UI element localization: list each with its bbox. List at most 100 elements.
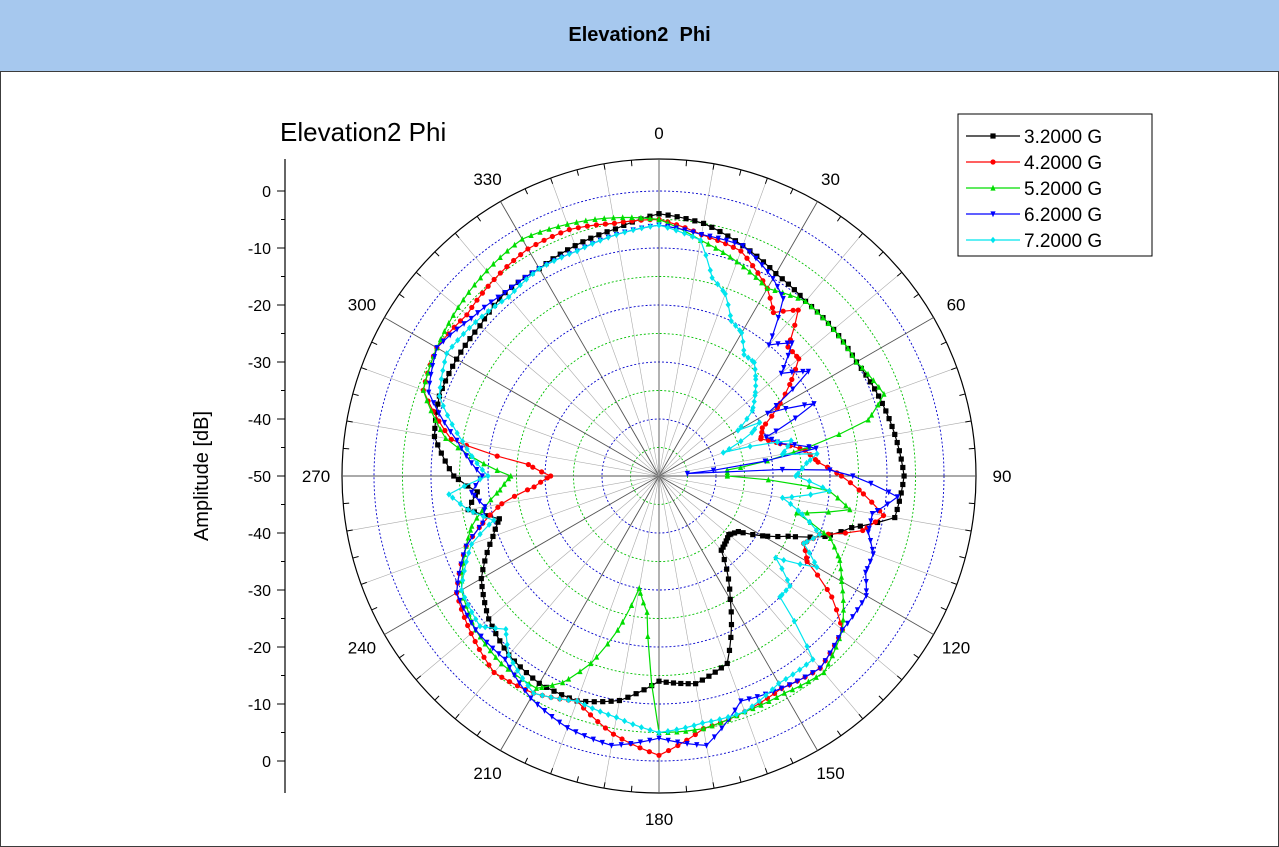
data-point xyxy=(548,473,554,479)
data-point xyxy=(557,251,563,257)
grid-spoke xyxy=(455,475,660,720)
data-point xyxy=(469,453,475,460)
data-point xyxy=(482,600,488,606)
amplitude-tick-label: -40 xyxy=(248,412,271,429)
data-point xyxy=(990,184,996,191)
data-point xyxy=(506,651,512,659)
angle-tick-label: 120 xyxy=(942,639,970,658)
data-point xyxy=(732,240,738,247)
data-point xyxy=(450,494,456,501)
data-point xyxy=(420,387,426,393)
data-point xyxy=(613,714,620,721)
angle-tick-label: 60 xyxy=(947,296,966,315)
data-point xyxy=(840,616,846,623)
data-point xyxy=(495,519,501,525)
data-point xyxy=(495,294,501,301)
boundary-tick xyxy=(454,232,460,239)
data-point xyxy=(468,620,474,626)
data-point xyxy=(792,534,799,540)
data-point xyxy=(593,222,599,228)
data-point xyxy=(502,290,508,296)
data-point xyxy=(777,400,783,406)
data-point xyxy=(728,609,734,615)
data-point xyxy=(708,718,714,725)
data-point xyxy=(461,483,467,490)
data-point xyxy=(843,502,849,509)
data-point xyxy=(589,705,595,712)
data-point xyxy=(496,651,502,658)
data-point xyxy=(829,594,835,600)
data-point xyxy=(880,512,887,519)
grid-spoke xyxy=(384,475,660,635)
data-point xyxy=(734,258,740,265)
data-point xyxy=(549,233,555,240)
data-point xyxy=(481,654,487,660)
data-point xyxy=(706,673,712,679)
boundary-tick xyxy=(878,695,884,701)
data-point xyxy=(523,276,530,283)
data-point xyxy=(728,634,734,641)
data-point xyxy=(769,686,776,693)
data-point xyxy=(497,270,503,276)
data-point xyxy=(853,358,860,365)
data-point xyxy=(637,589,644,596)
data-point xyxy=(525,461,531,468)
data-point xyxy=(565,696,572,704)
data-point xyxy=(824,586,830,593)
data-point xyxy=(493,630,499,637)
data-point xyxy=(717,719,724,726)
data-point xyxy=(531,484,537,490)
data-point xyxy=(749,357,755,365)
data-point xyxy=(769,436,775,443)
data-point xyxy=(478,633,484,640)
data-point xyxy=(838,529,844,535)
data-point xyxy=(805,368,812,375)
data-point xyxy=(479,290,486,296)
data-point xyxy=(741,347,747,354)
legend: 3.2000 G 4.2000 G 5.2000 G 6.2000 G 7.2000 G xyxy=(957,113,1153,257)
data-point xyxy=(827,535,833,541)
data-point xyxy=(539,692,545,699)
data-point xyxy=(475,310,481,316)
data-point xyxy=(501,645,507,651)
data-point xyxy=(460,296,466,303)
boundary-tick xyxy=(836,730,842,736)
data-point xyxy=(831,326,837,333)
data-point xyxy=(482,640,488,647)
grid-spoke xyxy=(361,475,660,585)
data-point xyxy=(665,212,671,218)
data-point xyxy=(735,528,741,535)
data-point xyxy=(898,456,904,462)
data-point xyxy=(675,742,681,749)
data-point xyxy=(472,329,478,335)
data-point xyxy=(506,664,513,671)
data-point xyxy=(499,674,505,680)
data-point xyxy=(779,494,786,501)
data-point xyxy=(811,401,817,407)
data-point xyxy=(581,733,588,739)
data-point xyxy=(740,263,747,270)
data-point xyxy=(458,586,465,594)
data-point xyxy=(752,366,758,373)
data-point xyxy=(863,569,869,576)
polar-grid xyxy=(341,158,977,794)
data-point xyxy=(778,291,784,298)
data-point xyxy=(665,747,672,754)
data-point xyxy=(765,533,771,539)
data-point xyxy=(767,265,773,271)
data-point xyxy=(797,560,803,568)
data-point xyxy=(720,449,726,456)
boundary-tick xyxy=(739,169,742,176)
data-point xyxy=(504,264,510,270)
data-point xyxy=(746,249,753,256)
data-point xyxy=(872,519,878,525)
boundary-tick xyxy=(371,606,378,611)
data-point xyxy=(457,500,463,508)
data-point xyxy=(460,552,467,559)
data-point xyxy=(494,467,500,473)
data-point xyxy=(492,526,498,532)
data-point xyxy=(728,621,735,628)
data-point xyxy=(815,459,821,465)
data-point xyxy=(772,287,778,293)
data-point xyxy=(647,737,653,744)
